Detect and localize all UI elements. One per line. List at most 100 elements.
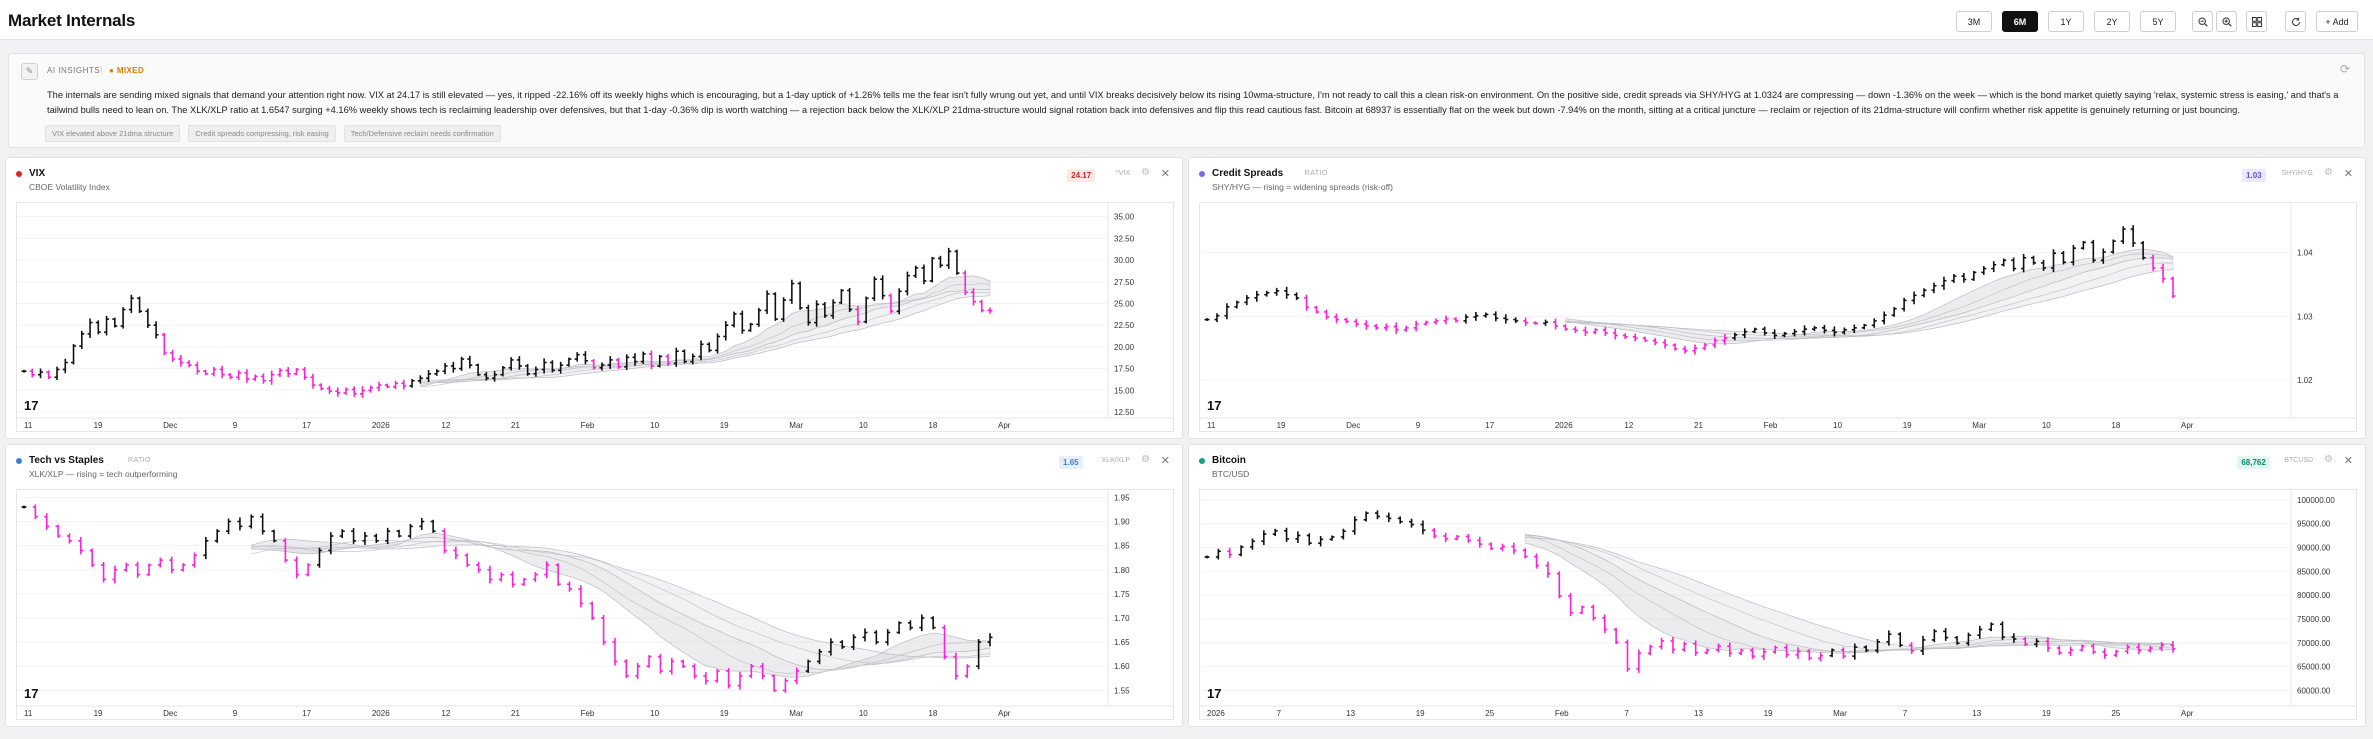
ohlc-bar <box>771 674 777 692</box>
reset-button[interactable] <box>2285 11 2306 32</box>
layout-grid-button[interactable] <box>2246 11 2267 32</box>
ohlc-bar <box>830 299 836 319</box>
y-tick-label: 35.00 <box>1114 213 1135 222</box>
ohlc-bar <box>1383 323 1389 331</box>
ohlc-bar <box>180 563 186 572</box>
ohlc-bar <box>839 640 845 649</box>
x-tick-label: Feb <box>581 421 595 430</box>
ohlc-bar <box>1420 520 1426 535</box>
y-tick-label: 75000.00 <box>2297 615 2331 624</box>
ohlc-bar <box>532 572 538 582</box>
y-tick-label: 60000.00 <box>2297 686 2331 695</box>
ohlc-bar <box>1624 639 1630 672</box>
ai-insights-label: AI INSIGHTS <box>47 66 101 75</box>
settings-icon[interactable]: ⚙ <box>1141 454 1150 465</box>
panel-title: Bitcoin <box>1212 455 1246 466</box>
ohlc-bar <box>954 249 960 275</box>
ohlc-chart[interactable]: 12.50 15.00 17.50 20.00 22.50 25.00 27.50 30.00… <box>16 202 1174 432</box>
y-tick-label: 20.00 <box>1114 343 1135 352</box>
ohlc-bar <box>601 614 607 646</box>
settings-icon[interactable]: ⚙ <box>2324 454 2333 465</box>
close-icon[interactable]: ✕ <box>2343 168 2353 180</box>
ohlc-bar <box>434 369 440 376</box>
x-tick-label: 9 <box>233 421 238 430</box>
ohlc-bar <box>343 387 349 395</box>
ohlc-bar <box>1363 511 1369 522</box>
zoom-in-button[interactable] <box>2216 11 2237 32</box>
ohlc-bar <box>178 354 184 367</box>
settings-icon[interactable]: ⚙ <box>2324 167 2333 178</box>
ohlc-bar <box>1511 542 1517 555</box>
close-icon[interactable]: ✕ <box>2343 455 2353 467</box>
ohlc-bar <box>1954 636 1960 645</box>
range-3m-button[interactable]: 3M <box>1956 11 1992 32</box>
x-tick-label: Apr <box>998 421 1011 430</box>
ohlc-bar <box>401 379 407 390</box>
zoom-out-button[interactable] <box>2192 11 2213 32</box>
ma-line <box>420 283 991 387</box>
ohlc-bar <box>135 561 141 578</box>
ohlc-bar <box>104 315 110 336</box>
ohlc-bar <box>737 671 743 690</box>
range-5y-button[interactable]: 5Y <box>2140 11 2176 32</box>
x-tick-label: Apr <box>998 709 1011 718</box>
ohlc-bar <box>1702 343 1708 351</box>
range-1y-button[interactable]: 1Y <box>2048 11 2084 32</box>
add-button[interactable]: + Add <box>2316 11 2358 32</box>
ohlc-bar <box>1272 528 1278 537</box>
ohlc-bar <box>574 352 580 362</box>
status-dot <box>1199 458 1205 464</box>
ohlc-chart[interactable]: 1.02 1.03 1.04 11 19 Dec 9 17 2026 12 21 Feb 10 19 Mar… <box>1199 202 2357 432</box>
close-icon[interactable]: ✕ <box>1160 168 1170 180</box>
ohlc-bar <box>1704 648 1710 655</box>
ohlc-chart[interactable]: 60000.00 65000.00 70000.00 75000.00 80000.00… <box>1199 489 2357 720</box>
ohlc-chart[interactable]: 1.55 1.60 1.65 1.70 1.75 1.80 1.85 1.90 1.95 11 19… <box>16 489 1174 720</box>
range-6m-button[interactable]: 6M <box>2002 11 2038 32</box>
ohlc-bar <box>615 357 621 369</box>
y-tick-label: 1.65 <box>1114 638 1130 647</box>
ohlc-bar <box>1636 649 1642 673</box>
ohlc-bar <box>698 340 704 361</box>
last-value-badge: 1.03 <box>2242 169 2266 182</box>
ohlc-bar <box>508 357 514 371</box>
ohlc-bar <box>2147 646 2153 653</box>
ohlc-bar <box>1722 333 1728 345</box>
x-tick-label: 21 <box>511 709 520 718</box>
ohlc-bar <box>407 523 413 539</box>
ohlc-bar <box>1333 313 1339 324</box>
ohlc-bar <box>1727 642 1733 657</box>
settings-icon[interactable]: ⚙ <box>1141 167 1150 178</box>
ohlc-bar <box>21 369 27 373</box>
x-tick-label: 2026 <box>372 421 390 430</box>
ohlc-bar <box>607 356 613 369</box>
plot-frame <box>1199 489 2357 720</box>
ohlc-bar <box>1622 333 1628 340</box>
close-icon[interactable]: ✕ <box>1160 455 1170 467</box>
chart-logo-icon: 17 <box>1207 686 1221 701</box>
ohlc-bar <box>373 533 379 544</box>
x-tick-label: 10 <box>859 421 868 430</box>
zoom-in-icon <box>2221 16 2232 27</box>
ohlc-bar <box>794 667 800 685</box>
panel-kind-label: RATIO <box>1304 170 1328 177</box>
x-tick-label: 10 <box>859 709 868 718</box>
ohlc-bar <box>186 360 192 368</box>
ohlc-bar <box>54 366 60 381</box>
insight-tag: Credit spreads compressing, risk easing <box>188 125 336 142</box>
ohlc-bar <box>294 556 300 579</box>
ohlc-bar <box>426 369 432 382</box>
ohlc-bar <box>885 629 891 646</box>
y-tick-label: 17.50 <box>1114 365 1135 374</box>
ohlc-bar <box>1483 312 1489 318</box>
y-tick-label: 100000.00 <box>2297 496 2335 505</box>
regenerate-icon[interactable]: ⟳ <box>2339 62 2350 76</box>
ohlc-bar <box>673 347 679 367</box>
ohlc-bar <box>913 265 919 278</box>
ohlc-bar <box>285 367 291 378</box>
panel-subtitle: XLK/XLP — rising = tech outperforming <box>29 469 178 479</box>
ohlc-bar <box>1423 320 1429 326</box>
ohlc-bar <box>1613 627 1619 645</box>
ohlc-bar <box>21 505 27 509</box>
range-2y-button[interactable]: 2Y <box>2094 11 2130 32</box>
ohlc-bar <box>95 320 101 335</box>
